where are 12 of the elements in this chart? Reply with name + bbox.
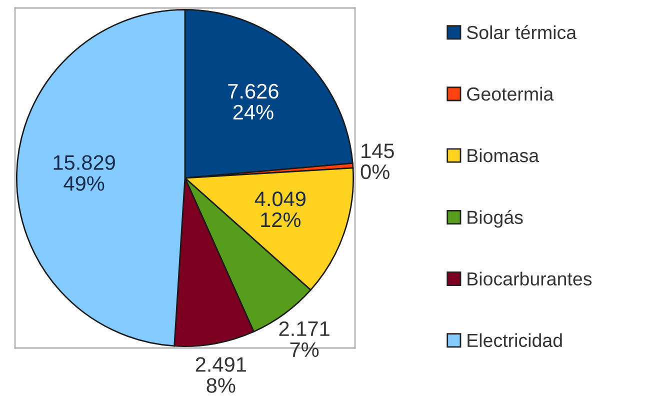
legend-label: Solar térmica <box>466 25 577 40</box>
legend-label: Geotermia <box>467 86 554 101</box>
data-label: 4.049 12% <box>254 191 306 228</box>
legend-label: Electricidad <box>468 333 562 348</box>
data-label: 15.829 49% <box>54 155 115 191</box>
data-label: 2.171 7% <box>279 321 330 357</box>
data-label: 145 0% <box>360 144 394 180</box>
legend-label: Biocarburantes <box>468 272 592 286</box>
data-label: 2.491 8% <box>196 357 246 393</box>
legend-label: Biomasa <box>468 148 540 162</box>
data-label: 7.626 24% <box>228 84 278 120</box>
legend-label: Biogás <box>468 210 523 228</box>
